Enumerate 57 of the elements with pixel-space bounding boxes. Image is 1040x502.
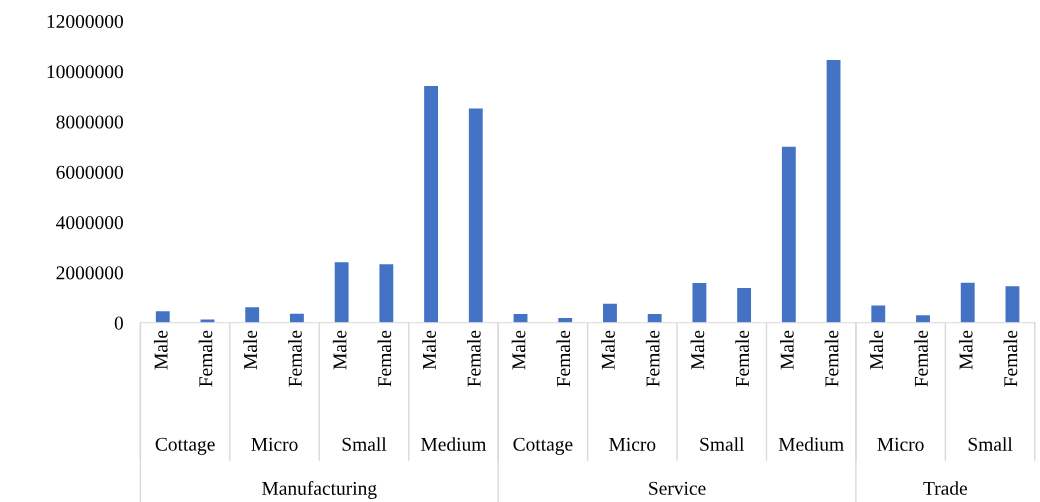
x-tick-label: Male [422, 330, 436, 370]
text: Cottage [513, 437, 573, 455]
x-tick-label: Female [824, 330, 839, 387]
x-tick-label: Male [958, 330, 973, 370]
text: Medium [421, 437, 487, 451]
bar [916, 315, 930, 323]
x-tick-label: Male [243, 330, 258, 370]
y-tick-label: 4000000 [56, 216, 123, 230]
bar [245, 307, 260, 323]
bar [603, 303, 617, 323]
bar [468, 108, 483, 323]
y-tick-label: 2000000 [56, 266, 123, 280]
text: Trade [923, 481, 968, 495]
bar [737, 288, 752, 323]
x-tick-label: Female [377, 330, 392, 387]
bar [155, 311, 170, 323]
y-tick-label: 6000000 [56, 165, 123, 179]
x-tick-label: Female [556, 330, 571, 387]
text: Manufacturing [262, 481, 377, 499]
bar [647, 313, 662, 323]
y-tick-label: 8000000 [56, 115, 123, 129]
text: Small [700, 437, 745, 451]
text: Micro [251, 437, 298, 451]
x-tick-label: Female [288, 330, 302, 387]
x-tick-label: Female [466, 330, 481, 387]
y-tick-label: 10000000 [47, 65, 123, 79]
y-tick-label: 12000000 [47, 14, 123, 29]
x-tick-label: Male [332, 330, 347, 370]
bar [960, 282, 975, 323]
x-tick-label: Female [914, 330, 928, 387]
text: Micro [877, 437, 924, 451]
bar [289, 313, 304, 323]
text: Small [342, 437, 387, 451]
y-tick-label: 0 [114, 316, 123, 330]
x-tick-label: Male [511, 330, 526, 370]
bar [826, 60, 841, 323]
text: Service [649, 481, 706, 495]
x-tick-label: Female [645, 330, 660, 387]
text: Cottage [155, 437, 215, 455]
bar [334, 262, 349, 323]
x-tick-label: Female [735, 330, 749, 387]
x-tick-label: Male [869, 330, 884, 370]
bar [871, 305, 886, 323]
bar [781, 146, 796, 323]
text: Micro [609, 437, 656, 451]
text: Small [968, 437, 1013, 451]
x-tick-label: Male [153, 330, 168, 370]
bar [1005, 286, 1020, 323]
x-tick-label: Male [690, 330, 705, 370]
x-tick-label: Female [198, 330, 213, 387]
x-tick-label: Female [1003, 330, 1018, 387]
x-tick-label: Male [780, 330, 794, 370]
text: Medium [778, 437, 844, 451]
bar [424, 85, 439, 323]
x-tick-label: Male [601, 330, 615, 370]
bar [692, 283, 707, 323]
bar [379, 264, 394, 323]
